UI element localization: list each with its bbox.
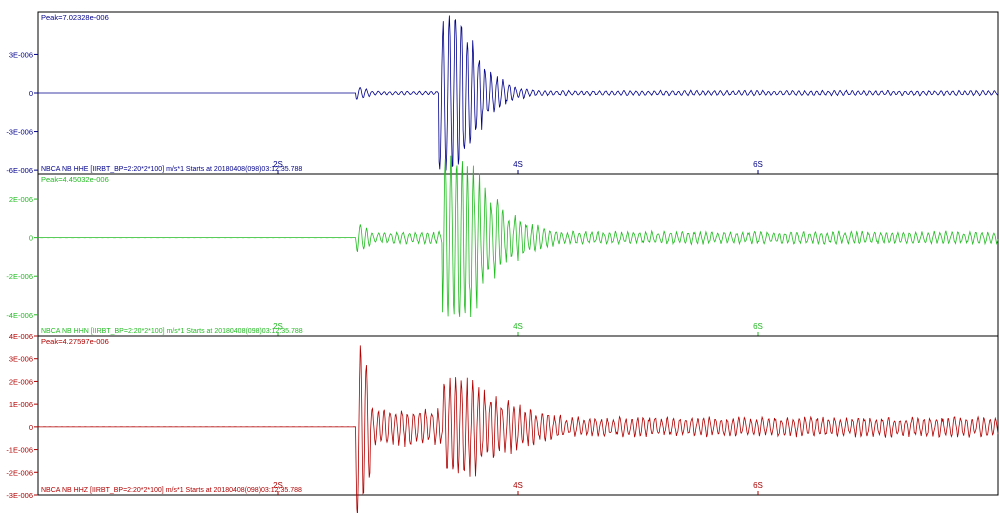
y-tick-label: 2E-006 xyxy=(9,377,33,386)
y-tick-label: 3E-006 xyxy=(9,355,33,364)
x-tick-label: 4S xyxy=(513,322,523,331)
y-tick-label: 4E-006 xyxy=(9,332,33,341)
y-tick-label: -2E-006 xyxy=(6,272,33,281)
x-tick-label: 2S xyxy=(273,481,283,490)
panel-hhz: 4E-006 3E-006 2E-006 1E-006 0 -1E-006 -2E-006 -… xyxy=(6,332,999,513)
y-tick-label: -3E-006 xyxy=(6,128,33,137)
x-tick-label: 6S xyxy=(753,322,763,331)
x-tick-label: 6S xyxy=(753,481,763,490)
x-tick-label: 6S xyxy=(753,160,763,169)
trace-panels: 3E-006 0 -3E-006 -6E-006 2S 4S 6S Peak=7.02328e… xyxy=(6,11,999,513)
peak-label: Peak=4.45032e-006 xyxy=(41,175,109,184)
waveform-trace xyxy=(38,345,999,513)
x-tick-label: 2S xyxy=(273,322,283,331)
y-tick-label: -4E-006 xyxy=(6,311,33,320)
y-tick-label: 3E-006 xyxy=(9,50,33,59)
trace-caption: NBCA NB HHZ [IIRBT_BP=2:20*2*100] m/s*1 … xyxy=(41,487,302,494)
peak-label: Peak=4.27597e-006 xyxy=(41,337,109,346)
waveform-trace xyxy=(38,155,999,318)
x-tick-label: 2S xyxy=(273,160,283,169)
trace-caption: NBCA NB HHN [IIRBT_BP=2:20*2*100] m/s*1 … xyxy=(41,328,303,335)
y-tick-label: -1E-006 xyxy=(6,446,33,455)
y-tick-label: 2E-006 xyxy=(9,195,33,204)
y-tick-label: 0 xyxy=(29,234,33,243)
y-tick-label: 0 xyxy=(29,423,33,432)
y-tick-label: 1E-006 xyxy=(9,400,33,409)
x-tick-label: 4S xyxy=(513,481,523,490)
y-tick-label: -3E-006 xyxy=(6,491,33,500)
y-tick-label: 0 xyxy=(29,89,33,98)
y-tick-label: -6E-006 xyxy=(6,166,33,175)
waveform-trace xyxy=(38,15,999,171)
y-tick-label: -2E-006 xyxy=(6,468,33,477)
trace-caption: NBCA NB HHE [IIRBT_BP=2:20*2*100] m/s*1 … xyxy=(41,166,302,173)
x-tick-label: 4S xyxy=(513,160,523,169)
peak-label: Peak=7.02328e-006 xyxy=(41,13,109,22)
